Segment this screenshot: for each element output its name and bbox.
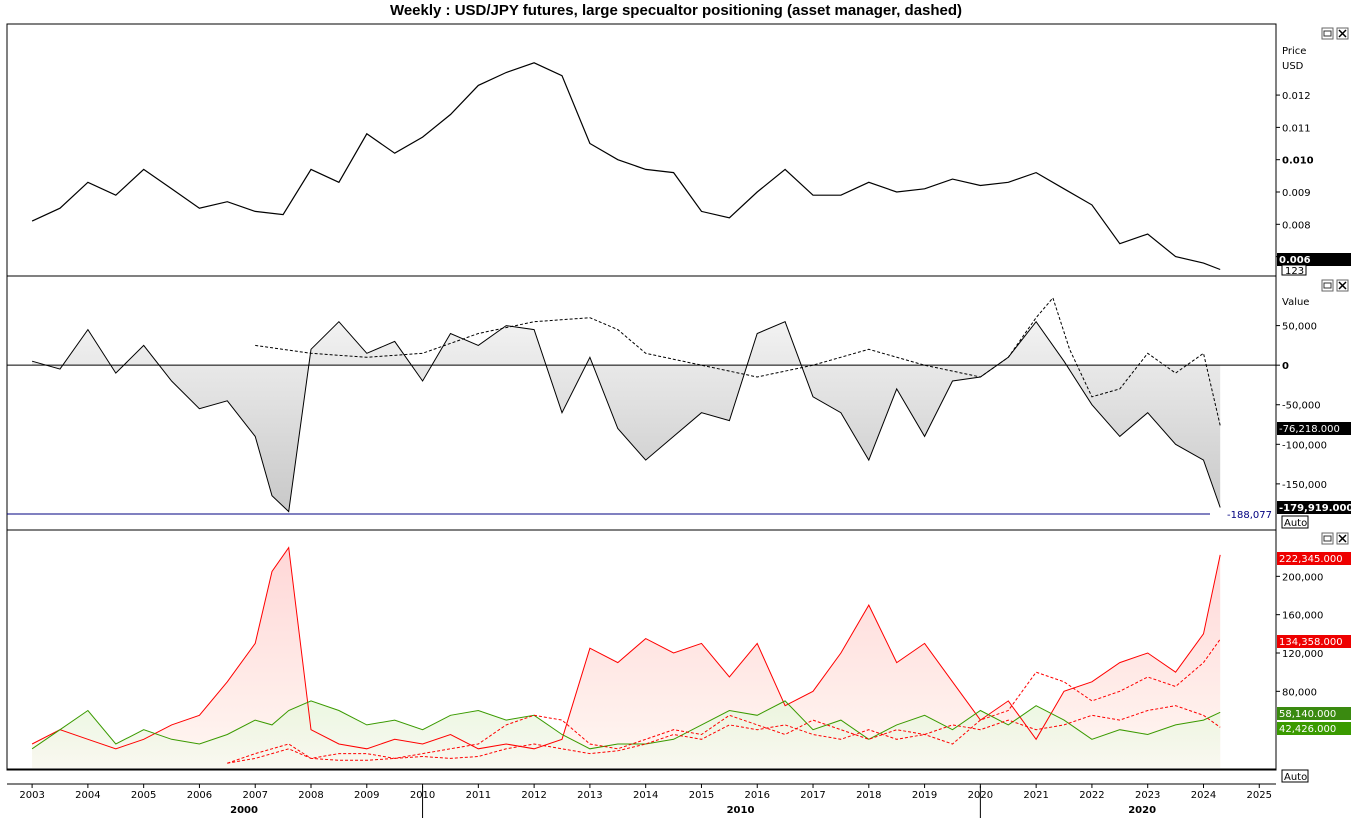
gross-last-label-short-am: 42,426.000 [1279,724,1336,735]
gross-last-box-short-am [1277,722,1351,735]
net-last-box [1277,501,1351,514]
xtick-label: 2015 [689,790,714,801]
decade-label: 2000 [230,805,258,816]
net-last-label: -179,919.000 [1279,503,1352,514]
gross-last-box-long-am [1277,635,1351,648]
net-ytick-label: 0 [1282,361,1289,372]
xtick-label: 2019 [912,790,937,801]
xtick-label: 2006 [187,790,212,801]
xtick-label: 2005 [131,790,156,801]
net-scale-button[interactable] [1281,515,1309,529]
gross-panel-buttons[interactable] [1321,532,1349,545]
xtick-label: 2025 [1247,790,1272,801]
xtick-label: 2011 [466,790,491,801]
xtick-label: 2007 [242,790,267,801]
gross-ytick-label: 80,000 [1282,687,1317,698]
gross-short-line [31,700,1221,750]
gross-scale-button[interactable] [1281,769,1309,783]
xtick-label: 2018 [856,790,881,801]
xtick-label: 2022 [1079,790,1104,801]
gross-last-label-long-am: 134,358.000 [1279,637,1343,648]
gross-last-box-long [1277,552,1351,565]
gross-last-box-short [1277,707,1351,720]
gross-ytick-label: 200,000 [1282,572,1323,583]
xtick-label: 2009 [354,790,379,801]
gross-last-label-long: 222,345.000 [1279,554,1343,565]
price-ytick-label: 0.012 [1282,91,1311,102]
xtick-label: 2024 [1191,790,1216,801]
xtick-label: 2012 [521,790,546,801]
price-panel-buttons[interactable] [1321,27,1349,40]
xtick-label: 2021 [1023,790,1048,801]
gross-ytick-label: 160,000 [1282,611,1323,622]
xtick-label: 2008 [298,790,323,801]
chart-title: Weekly : USD/JPY futures, large specualt… [389,2,963,19]
price-last-label: 0.006 [1279,255,1311,266]
decade-label: 2020 [1128,805,1156,816]
net-ytick-label: -50,000 [1282,401,1321,412]
price-series-line [31,62,1221,271]
net-last-box-am [1277,422,1351,435]
net-scale-button-label: Auto [1284,518,1307,529]
net-panel-buttons[interactable] [1321,279,1349,292]
gross-ytick-label: 120,000 [1282,649,1323,660]
xtick-label: 2004 [75,790,100,801]
xtick-label: 2017 [800,790,825,801]
gross-long-fill [32,547,1221,768]
price-ytick-label: 0.011 [1282,123,1311,134]
gross-long_asset_manager-line [227,638,1221,764]
gross-scale-button-label: Auto [1284,772,1307,783]
price-ytick-label: 0.008 [1282,220,1311,231]
decade-label: 2010 [727,805,755,816]
net-am-series-line [255,296,1221,426]
net-series-line [31,320,1221,513]
xtick-label: 2014 [633,790,658,801]
gross-short-fill [32,700,1221,768]
net-min-label: -188,077 [1227,510,1272,521]
net-ytick-label: -100,000 [1282,440,1327,451]
price-scale-button[interactable] [1281,264,1307,276]
price-ytick-label: 0.010 [1282,156,1314,167]
price-ytick-label: 0.009 [1282,188,1311,199]
xtick-label: 2013 [577,790,602,801]
price-last-box [1277,253,1351,266]
xtick-label: 2016 [745,790,770,801]
gross-last-label-short: 58,140.000 [1279,709,1336,720]
price-axis-unit: USD [1282,61,1304,72]
gross-panel[interactable] [6,529,1277,771]
price-axis-title: Price [1282,46,1306,57]
gross-short_asset_manager-line [227,705,1221,764]
net-ytick-label: 50,000 [1282,322,1317,333]
price-panel[interactable] [6,23,1277,277]
net-axis-title: Value [1282,297,1309,308]
xtick-label: 2023 [1135,790,1160,801]
net-ytick-label: -150,000 [1282,480,1327,491]
price-scale-button-label: 123 [1285,266,1304,277]
net-last-label-am: -76,218.000 [1279,424,1340,435]
net-area-fill [32,321,1221,512]
xtick-label: 2003 [19,790,44,801]
